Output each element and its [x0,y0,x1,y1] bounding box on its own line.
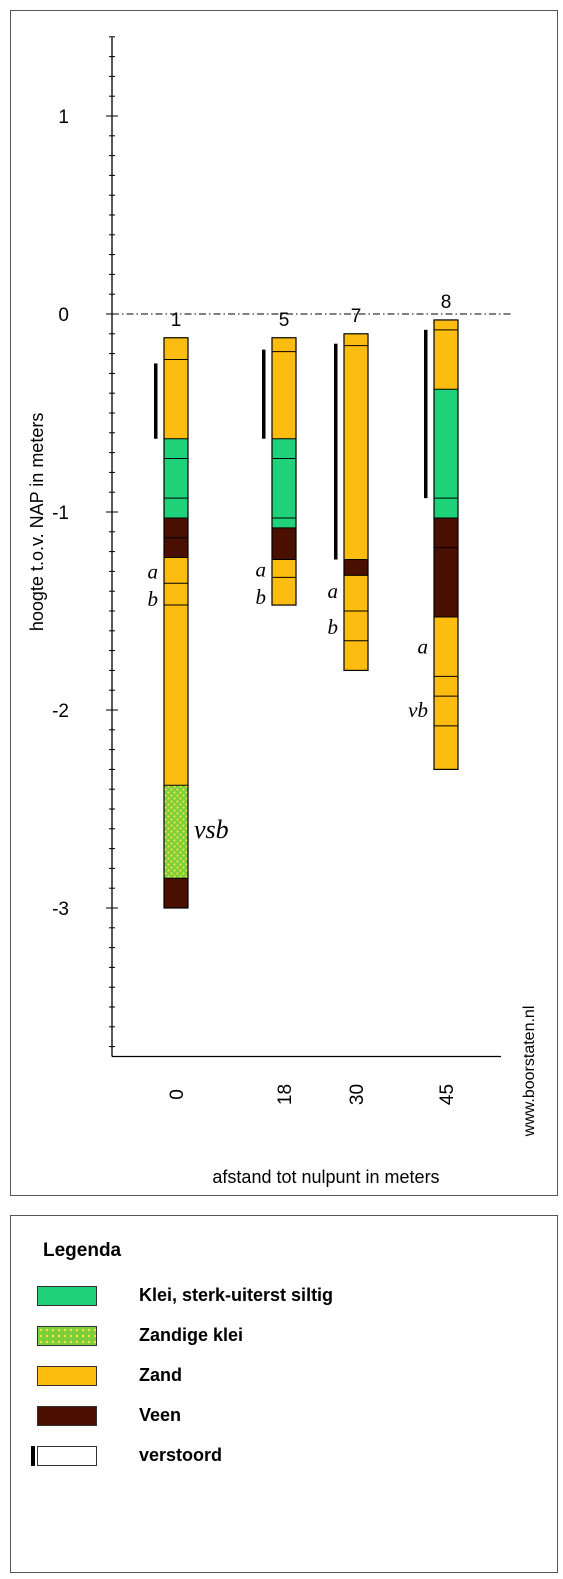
layer-zand [164,337,188,439]
legend-label: verstoord [139,1445,223,1465]
axis-layer: 1 0 -1 -2 -3 hoogte t.o.v. NAP in meters [27,36,513,1058]
legend-label: Veen [139,1405,182,1425]
layer-veen [272,527,296,560]
borehole-outline [163,337,189,909]
legend-swatch [37,1406,97,1426]
layer-zand [434,616,458,770]
legend-swatch [37,1446,97,1466]
legend-label: Zandige klei [139,1325,244,1345]
borehole-1 [154,337,189,909]
x-tick-label: 30 [347,1084,368,1105]
sample-annotation: b [148,587,159,611]
legend-item-zandige-klei: Zandige klei [37,1324,537,1348]
watermark-text: www.boorstaten.nl [521,1006,538,1138]
borehole-outline [343,333,369,671]
layer-veen [344,559,368,576]
x-tick-label: 0 [167,1089,188,1100]
legend-panel: Legenda Klei, sterk-uiterst siltig Zandig… [10,1215,558,1573]
layer-zandige_klei [164,785,188,879]
verstoord-bar-icon [31,1446,35,1466]
verstoord-bar [262,349,266,439]
legend-item-verstoord: verstoord [31,1444,537,1468]
boreholes-layer [154,319,459,909]
sample-annotation: a [148,559,159,583]
x-tick-label: 18 [275,1084,296,1105]
sample-annotation: vsb [194,815,229,844]
layer-zand [344,333,368,560]
y-axis-title: hoogte t.o.v. NAP in meters [27,413,47,631]
y-tick-label: -2 [52,701,69,722]
legend-label: Klei, sterk-uiterst siltig [139,1285,334,1305]
legend-swatch [37,1366,97,1386]
sample-annotation: a [328,579,339,603]
borehole-outline [271,337,297,606]
borehole-id-label: 8 [441,292,452,313]
borehole-id-label: 5 [279,310,290,331]
legend-item-zand: Zand [37,1364,537,1388]
layer-klei [164,438,188,518]
layer-klei [272,438,296,528]
layer-zand [434,319,458,390]
sample-annotation: b [256,585,267,609]
layer-zand [272,337,296,439]
legend-label: Zand [139,1365,182,1385]
layer-veen [434,517,458,617]
borehole-5 [262,337,297,606]
y-tick-label: 0 [58,305,69,326]
y-tick-label: -1 [52,503,69,524]
legend-swatch [37,1286,97,1306]
borehole-id-label: 1 [171,310,182,331]
y-tick-label: 1 [58,107,69,128]
x-axis-title: afstand tot nulpunt in meters [212,1167,439,1187]
verstoord-bar [424,329,428,499]
layer-zand [272,559,296,606]
sample-annotation: a [256,557,267,581]
borehole-id-label: 7 [351,306,362,327]
legend-item-veen: Veen [37,1404,537,1428]
sample-annotation: vb [408,698,428,722]
x-tick-label: 45 [437,1084,458,1105]
legend-swatch [37,1326,97,1346]
y-tick-label: -3 [52,899,69,920]
borehole-outline [433,319,459,770]
layer-veen [164,878,188,908]
layer-zand [164,557,188,786]
verstoord-bar [334,343,338,560]
borehole-8 [424,319,459,770]
verstoord-bar [154,363,158,439]
sample-annotation: a [418,635,429,659]
layer-klei [434,389,458,518]
sample-annotation: b [328,615,339,639]
layer-zand [344,575,368,671]
legend-title: Legenda [43,1240,122,1261]
legend-item-klei: Klei, sterk-uiterst siltig [37,1284,537,1308]
borehole-7 [334,333,369,671]
